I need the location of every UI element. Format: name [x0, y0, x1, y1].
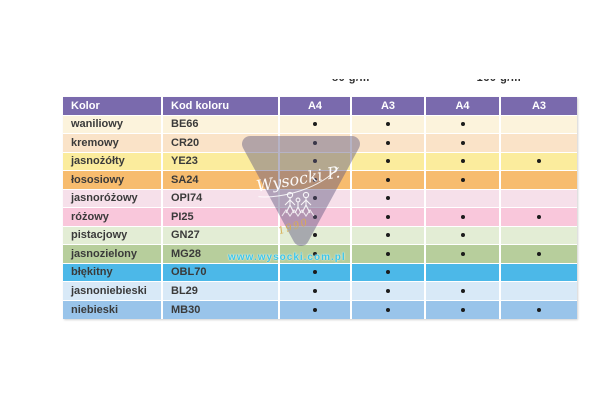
color-name-cell: jasnozielony — [63, 245, 163, 263]
availability-dot-cell — [501, 264, 577, 282]
availability-dot-cell — [426, 152, 501, 170]
color-code-cell: PI25 — [163, 208, 280, 226]
availability-dot-cell — [501, 245, 577, 263]
availability-dot-cell — [280, 245, 352, 263]
availability-dot-cell — [426, 245, 501, 263]
color-code-cell: SA24 — [163, 171, 280, 189]
availability-dot-cell — [280, 263, 352, 281]
availability-dot-cell — [280, 282, 352, 300]
color-code-cell: CR20 — [163, 134, 280, 152]
availability-dot-cell — [426, 226, 501, 244]
availability-dot-cell — [426, 300, 501, 319]
availability-dot-cell — [426, 171, 501, 189]
color-name-cell: pistacjowy — [63, 226, 163, 244]
availability-dot-cell — [280, 226, 352, 244]
availability-dot-cell — [280, 152, 352, 170]
watermark-triangle-logo: Wysocki P. 1990 — [242, 136, 360, 246]
availability-dot-cell — [501, 171, 577, 189]
availability-dot-cell — [352, 189, 426, 207]
availability-dot-cell — [280, 189, 352, 207]
color-name-cell: jasnożółty — [63, 152, 163, 170]
paper-colors-table: Kolor Kod koloru A4 A3 A4 A3 waniliowy B… — [63, 97, 577, 319]
availability-dot-cell — [352, 226, 426, 244]
table-row: niebieski MB30 — [63, 300, 577, 320]
signature-flourish — [258, 166, 339, 198]
color-name-cell: błękitny — [63, 263, 163, 281]
availability-dot-cell — [501, 153, 577, 171]
website-watermark: www.wysocki.com.pl — [228, 252, 346, 263]
availability-dot-cell — [426, 282, 501, 300]
availability-dot-cell — [426, 134, 501, 152]
color-code-cell: OPI74 — [163, 189, 280, 207]
color-code-cell: MB30 — [163, 300, 280, 319]
availability-dot-cell — [280, 208, 352, 226]
availability-dot-cell — [501, 208, 577, 226]
header-kolor: Kolor — [63, 97, 163, 115]
availability-dot-cell — [352, 282, 426, 300]
color-name-cell: różowy — [63, 208, 163, 226]
availability-dot-cell — [426, 189, 501, 207]
availability-dot-cell — [501, 227, 577, 245]
availability-dot-cell — [280, 134, 352, 152]
table-row: kremowy CR20 — [63, 134, 577, 153]
availability-dot-cell — [426, 263, 501, 281]
availability-dot-cell — [426, 208, 501, 226]
color-code-cell: BE66 — [163, 115, 280, 133]
header-kod-koloru: Kod koloru — [163, 97, 280, 115]
weight-label-80gsm-text: 80 g/m² — [308, 79, 398, 84]
color-code-cell: MG28 — [163, 245, 280, 263]
color-name-cell: kremowy — [63, 134, 163, 152]
header-a4-80: A4 — [280, 97, 352, 115]
header-a3-80: A3 — [352, 97, 426, 115]
availability-dot-cell — [352, 115, 426, 133]
color-name-cell: niebieski — [63, 300, 163, 319]
availability-dot-cell — [280, 115, 352, 133]
availability-dot-cell — [426, 115, 501, 133]
color-code-cell: OBL70 — [163, 263, 280, 281]
availability-dot-cell — [352, 152, 426, 170]
stick-figures-drawing — [281, 191, 315, 217]
availability-dot-cell — [352, 134, 426, 152]
color-code-cell: GN27 — [163, 226, 280, 244]
color-name-cell: waniliowy — [63, 115, 163, 133]
availability-dot-cell — [280, 300, 352, 319]
availability-dot-cell — [501, 282, 577, 300]
availability-dot-cell — [352, 171, 426, 189]
availability-dot-cell — [501, 116, 577, 134]
table-row: waniliowy BE66 — [63, 115, 577, 134]
availability-dot-cell — [352, 300, 426, 319]
availability-dot-cell — [352, 208, 426, 226]
availability-dot-cell — [501, 134, 577, 152]
table-header-row: Kolor Kod koloru A4 A3 A4 A3 — [63, 97, 577, 116]
availability-dot-cell — [501, 190, 577, 208]
header-a4-160: A4 — [426, 97, 501, 115]
table-row: jasnoniebieski BL29 — [63, 282, 577, 301]
availability-dot-cell — [501, 301, 577, 320]
color-code-cell: BL29 — [163, 282, 280, 300]
color-name-cell: łososiowy — [63, 171, 163, 189]
header-a3-160: A3 — [531, 99, 547, 112]
weight-label-160gsm-text: 160 g/m² — [456, 79, 546, 84]
weight-label-160gsm: 160 g/m² — [456, 79, 546, 90]
color-name-cell: jasnoniebieski — [63, 282, 163, 300]
availability-dot-cell — [280, 171, 352, 189]
color-name-cell: jasnoróżowy — [63, 189, 163, 207]
table-row: błękitny OBL70 — [63, 263, 577, 282]
availability-dot-cell — [352, 263, 426, 281]
availability-dot-cell — [352, 245, 426, 263]
color-code-cell: YE23 — [163, 152, 280, 170]
weight-label-80gsm: 80 g/m² — [308, 79, 398, 90]
